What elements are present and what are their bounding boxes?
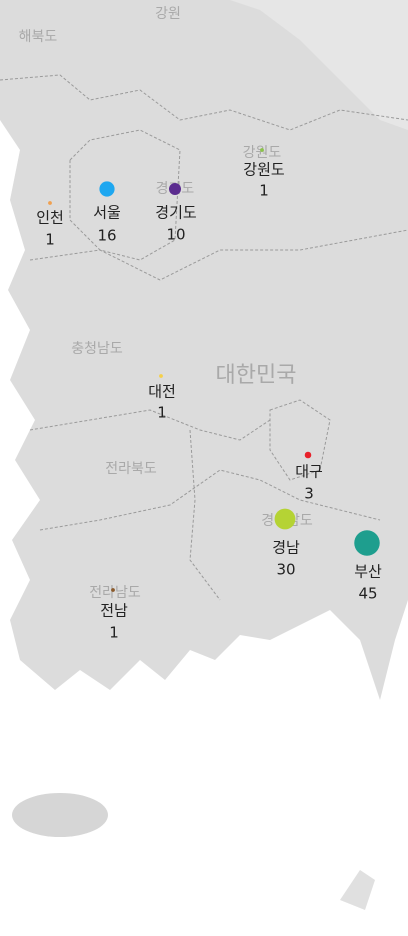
marker-value: 10 xyxy=(166,226,185,244)
marker-value: 1 xyxy=(109,624,119,642)
marker-dot xyxy=(169,183,181,195)
marker-value: 1 xyxy=(45,231,55,249)
marker-dot xyxy=(305,452,312,459)
marker-name: 전남 xyxy=(100,602,128,620)
marker-dot xyxy=(275,509,296,530)
marker-value: 1 xyxy=(157,404,167,422)
marker-value: 30 xyxy=(276,561,295,579)
map: 강원해북도강원도경기도충청남도대한민국전라북도경상남도전라남도인천1서울16경기… xyxy=(0,0,408,932)
marker-dot xyxy=(99,181,114,196)
marker-name: 대전 xyxy=(148,383,176,401)
marker-dot xyxy=(48,201,52,205)
marker-value: 3 xyxy=(304,485,314,503)
region-label: 대한민국 xyxy=(216,363,297,388)
marker-name: 인천 xyxy=(36,209,64,227)
region-label: 전라북도 xyxy=(105,461,157,477)
marker-name: 경기도 xyxy=(155,204,197,222)
marker-value: 1 xyxy=(259,182,269,200)
marker-name: 서울 xyxy=(93,204,121,222)
marker-name: 경남 xyxy=(272,539,300,557)
marker-name: 강원도 xyxy=(243,161,285,179)
marker-value: 45 xyxy=(358,585,377,603)
marker-name: 부산 xyxy=(354,563,382,581)
marker-value: 16 xyxy=(97,227,116,245)
region-label: 강원도 xyxy=(243,145,282,161)
region-label: 전라남도 xyxy=(89,585,141,601)
marker-dot xyxy=(159,374,163,378)
region-label: 해북도 xyxy=(19,29,58,45)
marker-dot xyxy=(354,530,379,555)
marker-dot xyxy=(111,588,115,592)
basemap xyxy=(0,0,408,932)
marker-dot xyxy=(260,148,264,152)
region-label: 강원 xyxy=(155,6,181,22)
marker-name: 대구 xyxy=(295,463,323,481)
region-label: 충청남도 xyxy=(71,341,123,357)
